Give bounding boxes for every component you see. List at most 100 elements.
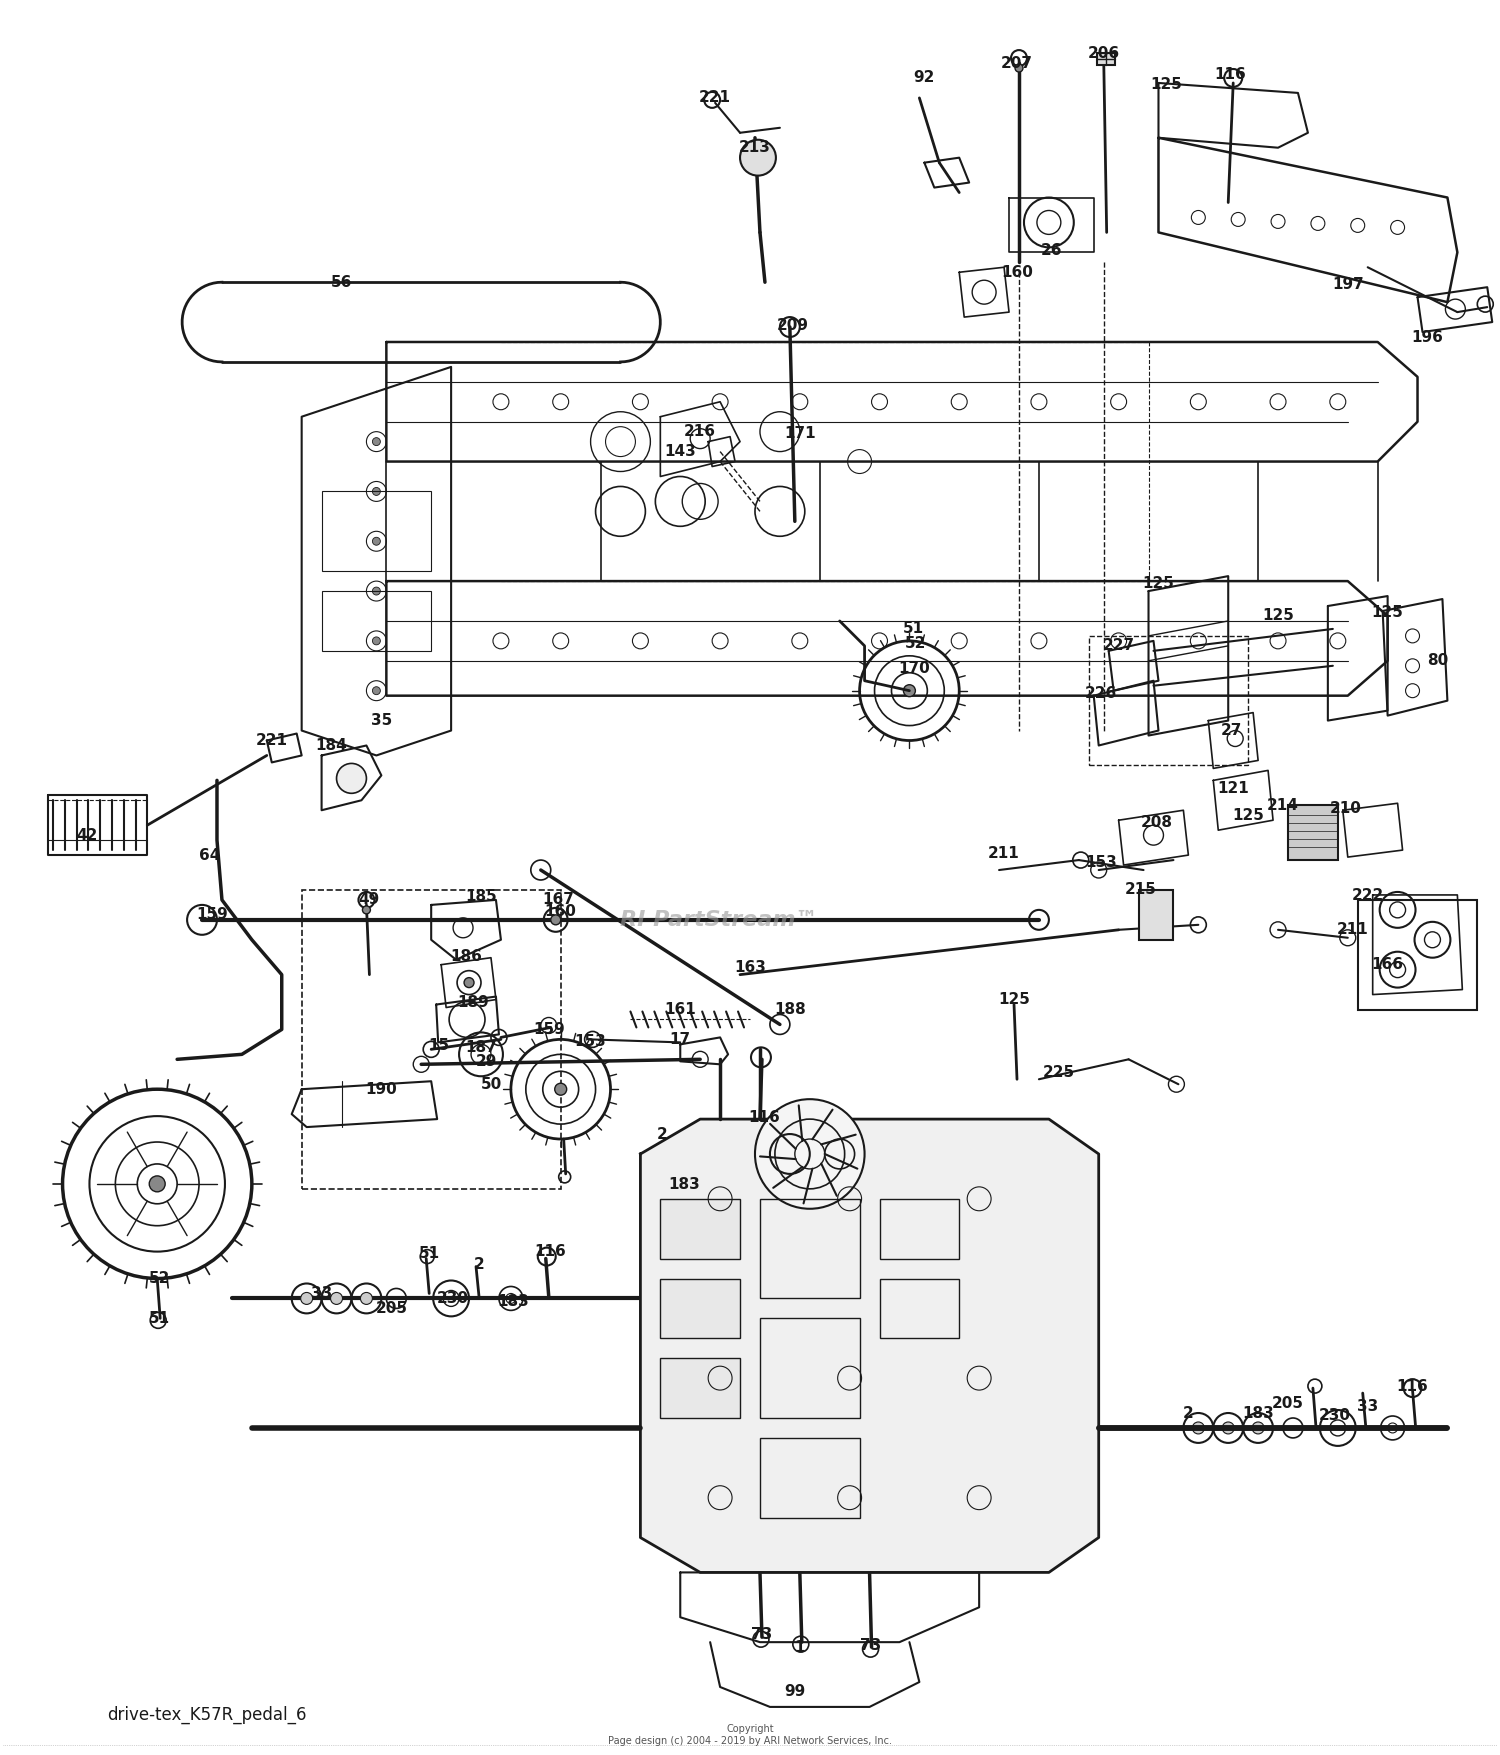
Text: 33: 33 (1358, 1399, 1378, 1413)
Text: Copyright
Page design (c) 2004 - 2019 by ARI Network Services, Inc.: Copyright Page design (c) 2004 - 2019 by… (608, 1723, 892, 1746)
Text: 207: 207 (1000, 56, 1033, 70)
Text: 222: 222 (1352, 888, 1384, 904)
Text: 153: 153 (574, 1034, 606, 1049)
Text: 167: 167 (543, 892, 574, 907)
Text: 116: 116 (1396, 1379, 1428, 1393)
Text: 205: 205 (1272, 1395, 1304, 1411)
Bar (879, 1199, 959, 1258)
Circle shape (1222, 1422, 1234, 1434)
Bar (879, 1278, 959, 1339)
Text: 73: 73 (752, 1627, 772, 1641)
Circle shape (903, 684, 915, 697)
Text: 163: 163 (734, 960, 766, 976)
Text: 51: 51 (903, 621, 924, 637)
Text: 99: 99 (784, 1685, 806, 1699)
Text: 209: 209 (777, 318, 808, 332)
Text: 171: 171 (784, 426, 816, 441)
Text: 230: 230 (436, 1292, 470, 1306)
Bar (302, 890, 561, 1188)
Text: 125: 125 (1232, 807, 1264, 823)
Text: 116: 116 (1215, 67, 1246, 82)
Text: 116: 116 (534, 1244, 566, 1258)
Text: 208: 208 (1140, 814, 1173, 830)
Bar (1358, 900, 1478, 1009)
Text: 125: 125 (1262, 609, 1294, 623)
Text: 51: 51 (148, 1311, 170, 1325)
Text: 216: 216 (684, 425, 716, 439)
Bar (760, 1199, 859, 1299)
Text: 196: 196 (1412, 330, 1443, 344)
Bar (1096, 53, 1114, 65)
Text: 125: 125 (998, 992, 1030, 1007)
Text: 80: 80 (1426, 653, 1448, 669)
Text: 17: 17 (669, 1032, 692, 1048)
Circle shape (148, 1176, 165, 1192)
Circle shape (360, 1292, 372, 1304)
Bar (660, 1278, 740, 1339)
Text: 183: 183 (1242, 1406, 1274, 1420)
Text: 49: 49 (358, 892, 380, 907)
Text: 125: 125 (1371, 605, 1404, 621)
Text: 185: 185 (465, 890, 496, 904)
Circle shape (464, 978, 474, 988)
Text: 183: 183 (496, 1293, 530, 1309)
Bar (1138, 890, 1173, 939)
Circle shape (372, 537, 381, 546)
Circle shape (372, 588, 381, 595)
Text: 52: 52 (148, 1271, 170, 1286)
Circle shape (372, 437, 381, 446)
Bar (321, 591, 430, 651)
Circle shape (555, 1083, 567, 1095)
Text: 221: 221 (699, 91, 730, 105)
Text: 210: 210 (1330, 800, 1362, 816)
Text: 189: 189 (458, 995, 489, 1011)
Text: 186: 186 (450, 949, 482, 963)
Text: 143: 143 (664, 444, 696, 460)
Circle shape (1016, 63, 1023, 72)
Bar (1288, 806, 1338, 860)
Text: 73: 73 (859, 1637, 880, 1653)
Text: 226: 226 (1084, 686, 1118, 702)
Text: 227: 227 (1102, 639, 1134, 653)
Text: 33: 33 (310, 1286, 332, 1300)
Bar (760, 1437, 859, 1518)
Text: 64: 64 (200, 848, 220, 863)
Text: RI PartStream™: RI PartStream™ (621, 909, 818, 930)
Circle shape (336, 763, 366, 793)
Text: 125: 125 (1143, 576, 1174, 591)
Bar (1089, 635, 1248, 765)
Text: 2: 2 (1184, 1406, 1194, 1420)
Text: 188: 188 (774, 1002, 806, 1016)
Text: 42: 42 (76, 828, 98, 842)
Circle shape (363, 906, 370, 914)
Text: 170: 170 (898, 662, 930, 676)
Text: 213: 213 (740, 140, 771, 154)
Text: 56: 56 (332, 276, 352, 290)
Text: 29: 29 (476, 1053, 496, 1069)
Text: 161: 161 (664, 1002, 696, 1016)
Text: 26: 26 (1041, 242, 1062, 258)
Text: 215: 215 (1125, 883, 1156, 897)
Bar (760, 1318, 859, 1418)
Text: 153: 153 (1084, 855, 1116, 869)
Text: 230: 230 (1318, 1409, 1352, 1423)
Text: 221: 221 (256, 734, 288, 748)
Text: 160: 160 (544, 904, 576, 920)
Circle shape (550, 914, 561, 925)
Bar (321, 491, 430, 570)
Text: drive-tex_K57R_pedal_6: drive-tex_K57R_pedal_6 (108, 1706, 308, 1723)
Text: 15: 15 (429, 1037, 450, 1053)
Text: 2: 2 (474, 1257, 484, 1272)
Circle shape (754, 1099, 864, 1209)
Circle shape (330, 1292, 342, 1304)
Text: 2: 2 (657, 1127, 668, 1141)
Text: 125: 125 (1150, 77, 1182, 93)
Text: 205: 205 (375, 1300, 408, 1316)
Circle shape (372, 686, 381, 695)
Text: 92: 92 (914, 70, 934, 86)
Text: 160: 160 (1000, 265, 1033, 279)
Text: 183: 183 (669, 1178, 700, 1192)
Text: 159: 159 (532, 1021, 564, 1037)
Text: 121: 121 (1218, 781, 1249, 795)
Text: 225: 225 (1042, 1065, 1076, 1079)
